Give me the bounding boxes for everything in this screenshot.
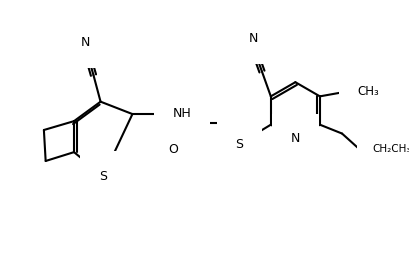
Text: N: N: [81, 36, 90, 49]
Text: O: O: [168, 143, 178, 156]
Text: N: N: [248, 32, 257, 45]
Text: CH₃: CH₃: [356, 86, 378, 99]
Text: S: S: [99, 170, 107, 183]
Text: NH: NH: [172, 107, 191, 120]
Text: S: S: [235, 138, 243, 151]
Text: N: N: [290, 132, 299, 145]
Text: CH₂CH₃: CH₂CH₃: [371, 145, 409, 154]
